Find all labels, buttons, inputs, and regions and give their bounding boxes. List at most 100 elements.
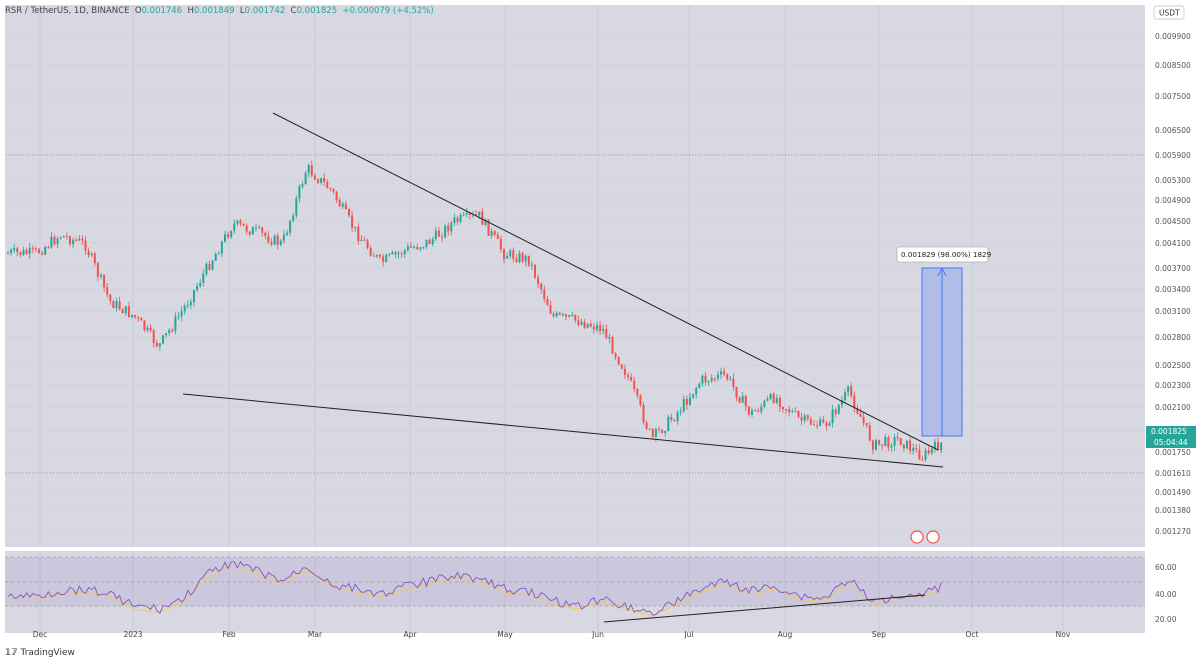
candle-body xyxy=(682,399,685,412)
candle-body xyxy=(273,235,276,245)
candle-body xyxy=(778,397,781,408)
rsi-pane xyxy=(5,551,1145,633)
high-value: 0.001849 xyxy=(193,6,235,16)
candle-body xyxy=(645,422,648,429)
lower-trendline xyxy=(182,393,944,468)
candle-body xyxy=(307,165,310,173)
candle-body xyxy=(881,444,884,446)
time-tick-label: Aug xyxy=(778,630,793,639)
candle-body xyxy=(496,234,499,240)
price-tick-label: 0.004100 xyxy=(1155,239,1191,248)
candle-body xyxy=(282,234,285,241)
candle-body xyxy=(583,321,586,328)
candle-body xyxy=(899,438,902,446)
candle-body xyxy=(521,253,524,262)
price-tick-label: 0.003400 xyxy=(1155,285,1191,294)
candle-body xyxy=(171,330,174,332)
candle-body xyxy=(620,364,623,369)
candle-body xyxy=(317,179,319,183)
candle-body xyxy=(239,220,242,224)
time-tick-label: Nov xyxy=(1056,630,1071,639)
candle-body xyxy=(38,249,40,253)
price-tick-label: 0.001270 xyxy=(1155,527,1191,536)
candle-body xyxy=(596,325,598,330)
candle-body xyxy=(685,399,688,405)
candle-body xyxy=(636,389,639,396)
candle-body xyxy=(7,253,9,255)
candle-body xyxy=(906,440,908,449)
candle-body xyxy=(834,409,837,414)
candle-body xyxy=(844,392,846,401)
candle-body xyxy=(493,231,496,235)
candle-body xyxy=(127,306,130,318)
candle-body xyxy=(608,336,611,339)
candle-body xyxy=(741,396,744,403)
candle-body xyxy=(87,250,90,256)
candle-body xyxy=(667,416,670,431)
candle-body xyxy=(757,410,760,412)
candle-body xyxy=(884,437,887,446)
candle-body xyxy=(915,448,918,450)
candle-body xyxy=(25,250,28,254)
candle-body xyxy=(202,273,205,283)
candle-body xyxy=(698,383,701,388)
candle-body xyxy=(468,212,471,215)
candle-body xyxy=(558,312,561,315)
candle-body xyxy=(729,378,732,380)
candle-body xyxy=(103,274,106,288)
candle-body xyxy=(354,226,357,228)
candle-body xyxy=(509,250,512,257)
measure-label: 0.001829 (98.00%) 1829 xyxy=(901,250,992,259)
candle-body xyxy=(819,419,822,426)
candle-body xyxy=(53,236,56,245)
candle-body xyxy=(794,411,797,413)
candle-body xyxy=(106,287,109,295)
candle-body xyxy=(651,429,654,437)
candle-body xyxy=(224,234,226,242)
candle-body xyxy=(661,429,664,433)
candle-body xyxy=(549,305,552,314)
tradingview-logo[interactable]: 𝟙𝟟 TradingView xyxy=(5,648,75,658)
price-badge xyxy=(1146,426,1196,437)
time-tick-label: Dec xyxy=(33,630,48,639)
candle-body xyxy=(264,232,267,237)
candle-body xyxy=(809,418,812,425)
candle-body xyxy=(131,314,133,318)
candle-body xyxy=(940,442,943,451)
candle-body xyxy=(673,419,676,421)
candle-body xyxy=(571,314,574,316)
candle-body xyxy=(366,240,369,249)
time-tick-label: Jul xyxy=(683,630,693,639)
rsi-tick-label: 20.00 xyxy=(1155,615,1177,624)
candle-body xyxy=(416,246,419,250)
event-icon xyxy=(926,530,940,544)
price-tick-label: 0.004500 xyxy=(1155,217,1191,226)
price-tick-label: 0.001380 xyxy=(1155,506,1191,515)
candle-body xyxy=(289,220,292,233)
candle-body xyxy=(406,246,409,251)
candle-body xyxy=(19,252,22,256)
candle-body xyxy=(555,312,558,317)
candle-body xyxy=(152,330,155,343)
candle-body xyxy=(921,459,924,461)
candle-body xyxy=(825,422,828,426)
price-tick-label: 0.001490 xyxy=(1155,488,1191,497)
candle-body xyxy=(735,386,738,398)
candle-body xyxy=(713,378,716,380)
candle-body xyxy=(100,274,102,277)
candle-body xyxy=(580,321,583,325)
candle-body xyxy=(369,248,372,256)
candle-body xyxy=(701,375,704,384)
candle-body xyxy=(766,398,769,401)
symbol-title: RSR / TetherUS, 1D, BINANCE xyxy=(5,6,130,16)
candle-body xyxy=(875,439,877,450)
candle-body xyxy=(487,219,490,236)
candle-body xyxy=(797,411,800,418)
candle-body xyxy=(431,238,434,245)
candle-body xyxy=(276,235,279,245)
candle-body xyxy=(537,277,540,284)
candle-body xyxy=(47,246,50,248)
candle-body xyxy=(465,212,468,215)
